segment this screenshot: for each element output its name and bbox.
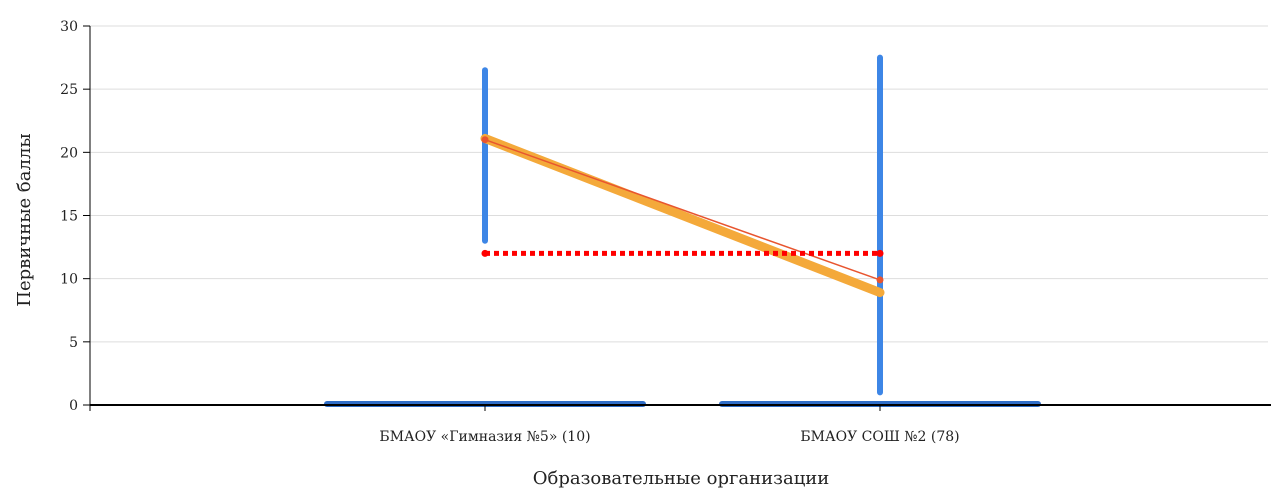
- y-tick-label-30: 30: [60, 19, 78, 35]
- series-point-1-1: [876, 276, 884, 284]
- y-tick-label-20: 20: [60, 145, 78, 161]
- y-axis-title: Первичные баллы: [14, 133, 35, 306]
- series-point-1-0: [481, 136, 489, 144]
- y-tick-label-25: 25: [60, 82, 78, 98]
- y-tick-label-15: 15: [60, 209, 78, 225]
- series-point-2-0: [481, 249, 489, 257]
- y-tick-label-0: 0: [69, 398, 78, 414]
- gridlines: [90, 25, 1268, 343]
- series-line-1: [484, 138, 881, 281]
- y-ticks: 0 5 10 15 20 25 30: [60, 19, 90, 414]
- series-lines: [480, 133, 885, 298]
- axes: [89, 26, 1271, 411]
- category-label-0: БМАОУ «Гимназия №5» (10): [379, 429, 590, 445]
- series-point-2-1: [876, 249, 884, 257]
- series-line-0: [480, 133, 885, 298]
- y-tick-label-5: 5: [69, 335, 78, 351]
- y-tick-label-10: 10: [60, 272, 78, 288]
- x-axis-title: Образовательные организации: [533, 468, 830, 489]
- category-label-1: БМАОУ СОШ №2 (78): [800, 429, 959, 445]
- category-labels: БМАОУ «Гимназия №5» (10) БМАОУ СОШ №2 (78…: [379, 405, 960, 445]
- score-ranges: [482, 54, 883, 396]
